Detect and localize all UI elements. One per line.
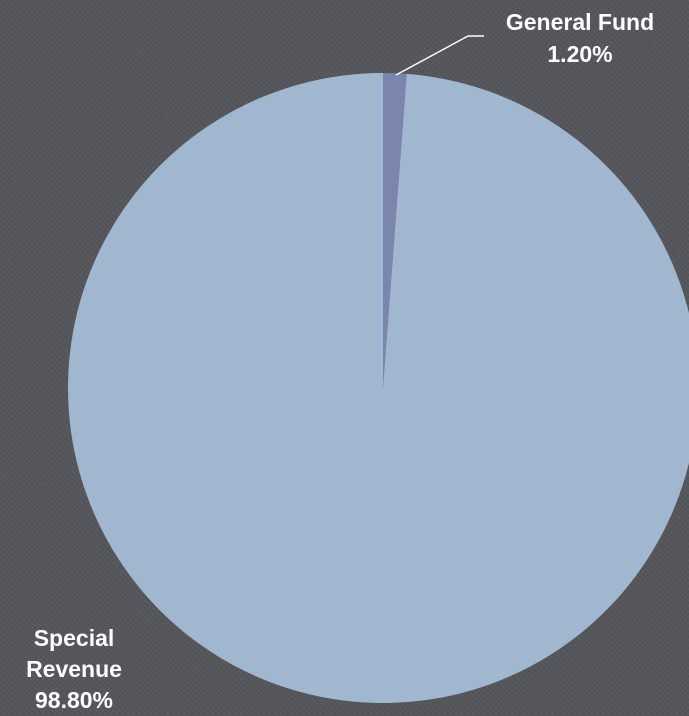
general-fund-label: General Fund xyxy=(506,9,654,35)
pie-slices xyxy=(68,73,689,703)
special-revenue-value-label: 98.80% xyxy=(35,687,113,713)
pie-slice-general-fund xyxy=(383,73,407,388)
special-revenue-label-line-1: Special xyxy=(34,625,115,651)
pie-slice-special-revenue xyxy=(68,73,689,703)
general-fund-leader-line xyxy=(395,35,469,76)
general-fund-value-label: 1.20% xyxy=(547,41,612,67)
special-revenue-label-line-2: Revenue xyxy=(26,656,122,682)
